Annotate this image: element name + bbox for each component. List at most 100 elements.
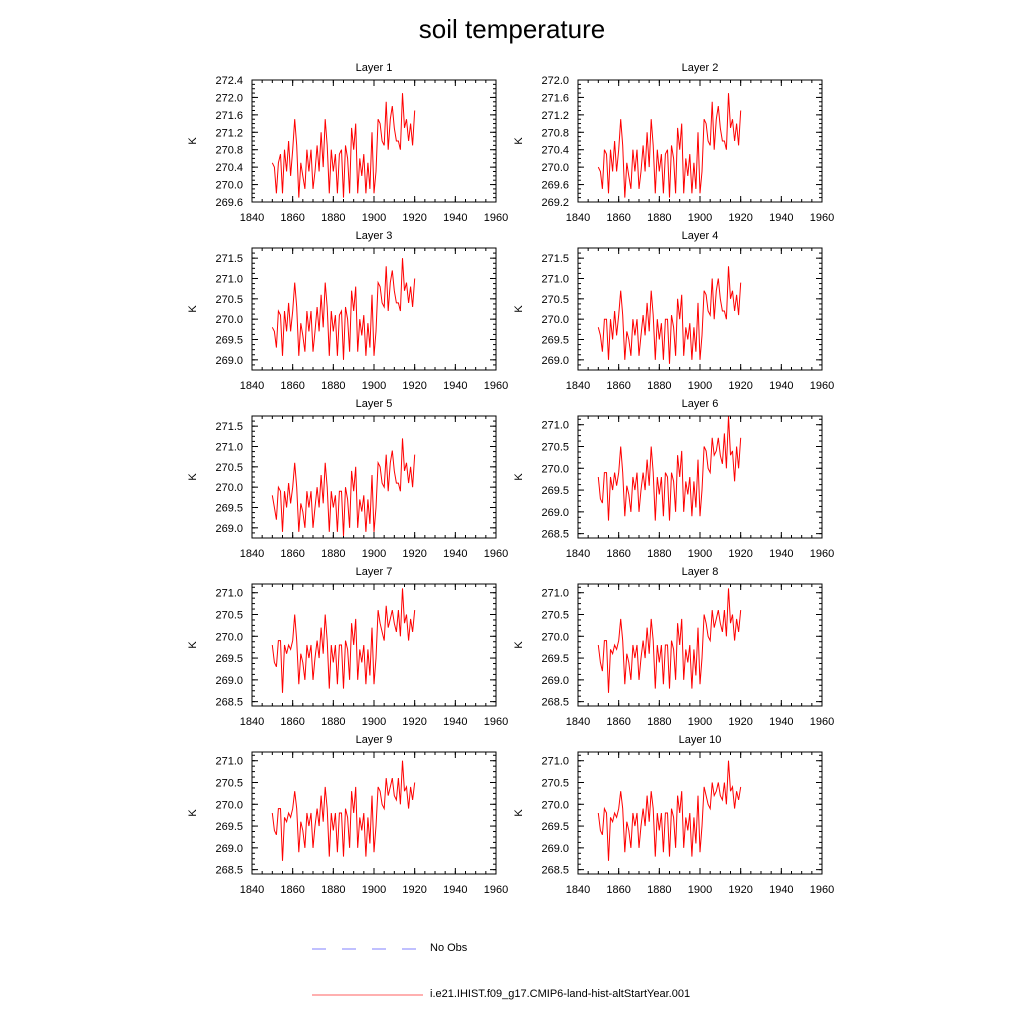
y-tick-label: 270.0 (215, 631, 243, 643)
y-tick-label: 269.5 (541, 821, 569, 833)
x-tick-label: 1900 (362, 380, 386, 392)
y-tick-label: 270.4 (541, 145, 569, 157)
y-tick-label: 271.0 (215, 588, 243, 600)
plot-frame (577, 751, 823, 875)
x-tick-label: 1860 (606, 212, 630, 224)
legend-swatch-dashed (312, 948, 420, 950)
y-tick-label: 270.5 (541, 610, 569, 622)
x-tick-label: 1840 (240, 212, 264, 224)
y-tick-label: 269.2 (541, 197, 569, 209)
x-tick-label: 1860 (606, 548, 630, 560)
plot-frame (577, 415, 823, 539)
y-tick-label: 271.6 (541, 92, 569, 104)
y-axis-label: K (187, 305, 199, 313)
y-tick-label: 271.5 (215, 253, 243, 265)
y-axis-label: K (513, 137, 525, 145)
y-tick-label: 271.5 (215, 421, 243, 433)
y-tick-label: 269.5 (215, 503, 243, 515)
x-tick-label: 1960 (810, 380, 834, 392)
y-tick-label: 270.5 (215, 294, 243, 306)
x-tick-label: 1940 (769, 884, 793, 896)
series-line (271, 438, 416, 537)
x-tick-label: 1900 (362, 716, 386, 728)
x-tick-label: 1920 (402, 548, 426, 560)
panel-layer-7: Layer 7 K 1840 1860 1880 1900 1920 1940 1960 268.… (187, 566, 508, 728)
y-tick-label: 268.5 (215, 697, 243, 709)
x-tick-label: 1840 (566, 212, 590, 224)
x-tick-label: 1940 (769, 212, 793, 224)
plot-frame (251, 247, 497, 371)
y-tick-label: 269.0 (215, 675, 243, 687)
panel-layer-3: Layer 3 K 1840 1860 1880 1900 1920 1940 1960 269.… (187, 230, 508, 392)
y-tick-label: 268.5 (215, 865, 243, 877)
x-tick-label: 1860 (606, 716, 630, 728)
x-tick-label: 1900 (688, 716, 712, 728)
y-tick-label: 270.5 (215, 610, 243, 622)
legend-item-no-obs: No Obs (310, 942, 730, 956)
plot-frame (577, 79, 823, 203)
panel-layer-6: Layer 6 K 1840 1860 1880 1900 1920 1940 1960 268.… (513, 398, 834, 560)
x-tick-label: 1920 (402, 716, 426, 728)
x-tick-label: 1860 (280, 884, 304, 896)
y-tick-label: 269.6 (541, 180, 569, 192)
x-tick-label: 1900 (688, 548, 712, 560)
x-tick-label: 1860 (280, 548, 304, 560)
y-tick-label: 272.0 (541, 75, 569, 87)
panel-title: Layer 3 (356, 230, 393, 242)
x-tick-label: 1960 (484, 884, 508, 896)
panel-layer-5: Layer 5 K 1840 1860 1880 1900 1920 1940 1960 269.… (187, 398, 508, 560)
series-line (597, 415, 742, 521)
x-tick-label: 1840 (566, 716, 590, 728)
x-tick-label: 1960 (484, 716, 508, 728)
y-tick-label: 269.0 (215, 523, 243, 535)
x-tick-label: 1900 (362, 884, 386, 896)
series-line (271, 760, 416, 861)
y-tick-label: 270.0 (215, 799, 243, 811)
y-tick-label: 269.5 (541, 485, 569, 497)
x-tick-label: 1860 (280, 212, 304, 224)
x-tick-label: 1920 (728, 548, 752, 560)
x-tick-label: 1920 (728, 884, 752, 896)
x-tick-label: 1840 (566, 548, 590, 560)
y-tick-label: 271.0 (215, 274, 243, 286)
y-tick-label: 269.6 (215, 197, 243, 209)
panel-title: Layer 6 (682, 398, 719, 410)
y-tick-label: 270.5 (541, 778, 569, 790)
x-tick-label: 1940 (443, 884, 467, 896)
x-tick-label: 1840 (566, 380, 590, 392)
x-tick-label: 1840 (566, 884, 590, 896)
y-tick-label: 270.0 (541, 799, 569, 811)
x-tick-label: 1920 (402, 380, 426, 392)
y-tick-label: 271.0 (541, 420, 569, 432)
y-tick-label: 270.0 (215, 482, 243, 494)
x-tick-label: 1940 (443, 548, 467, 560)
y-axis-label: K (187, 641, 199, 649)
x-tick-label: 1900 (688, 884, 712, 896)
x-tick-label: 1860 (606, 380, 630, 392)
x-tick-label: 1880 (647, 212, 671, 224)
y-tick-label: 269.0 (215, 355, 243, 367)
x-tick-label: 1880 (321, 884, 345, 896)
x-tick-label: 1900 (362, 212, 386, 224)
y-tick-label: 271.5 (541, 253, 569, 265)
panel-layer-10: Layer 10 K 1840 1860 1880 1900 1920 1940 1960 268… (513, 734, 834, 896)
x-tick-label: 1960 (810, 716, 834, 728)
plot-frame (577, 247, 823, 371)
x-tick-label: 1900 (362, 548, 386, 560)
plot-frame (251, 751, 497, 875)
x-tick-label: 1960 (484, 548, 508, 560)
legend-label-no-obs: No Obs (430, 942, 468, 954)
x-tick-label: 1920 (728, 716, 752, 728)
y-axis-label: K (513, 473, 525, 481)
x-tick-label: 1900 (688, 380, 712, 392)
y-tick-label: 269.0 (215, 843, 243, 855)
y-tick-label: 268.5 (541, 865, 569, 877)
panels-svg: Layer 1 K 1840 1860 1880 1900 1920 1940 1960 269.… (187, 62, 834, 896)
panel-layer-8: Layer 8 K 1840 1860 1880 1900 1920 1940 1960 268.… (513, 566, 834, 728)
series-line (271, 93, 416, 198)
x-tick-label: 1880 (321, 716, 345, 728)
panel-layer-4: Layer 4 K 1840 1860 1880 1900 1920 1940 1960 269.… (513, 230, 834, 392)
x-tick-label: 1940 (443, 716, 467, 728)
x-tick-label: 1880 (647, 716, 671, 728)
x-tick-label: 1940 (769, 380, 793, 392)
